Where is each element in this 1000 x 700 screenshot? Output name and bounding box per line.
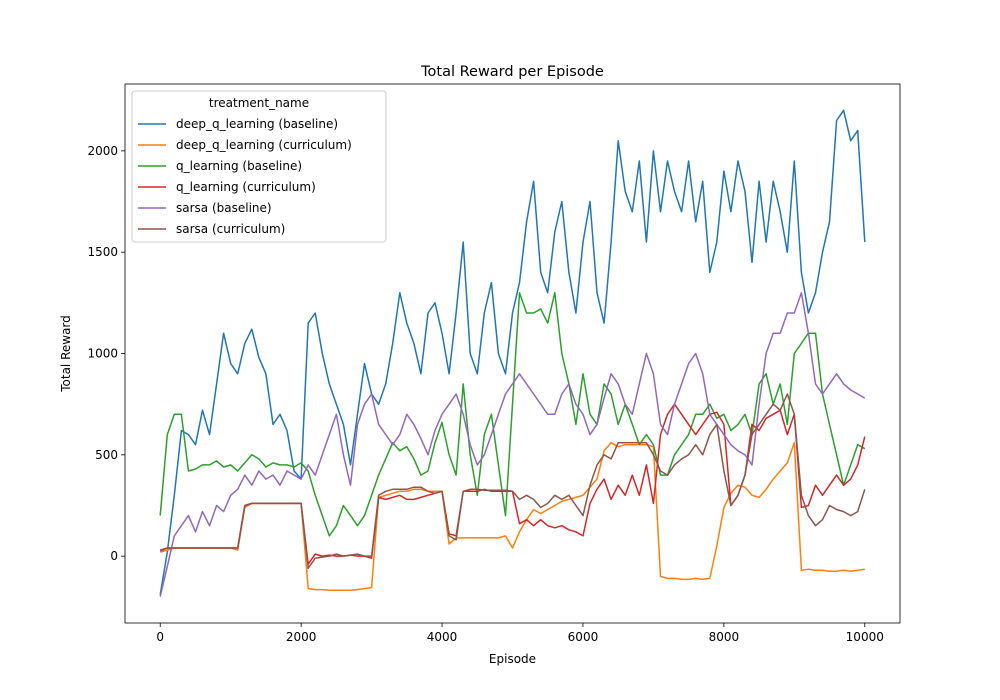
legend-entry: deep_q_learning (curriculum): [176, 138, 352, 152]
legend-entry: sarsa (curriculum): [176, 222, 285, 236]
legend-entry: q_learning (baseline): [176, 159, 302, 173]
legend-box: [131, 90, 387, 243]
y-axis-label: Total Reward: [59, 315, 73, 393]
legend: treatment_name deep_q_learning (baseline…: [131, 90, 387, 243]
y-tick-label: 500: [95, 448, 118, 462]
y-axis: 0 500 1000 1500 2000: [87, 144, 125, 563]
legend-title: treatment_name: [209, 96, 309, 110]
y-tick-label: 0: [110, 549, 118, 563]
chart-title: Total Reward per Episode: [420, 64, 604, 80]
series-line-5: [159, 393, 866, 570]
x-tick-label: 8000: [709, 630, 740, 644]
legend-entry: deep_q_learning (baseline): [176, 117, 338, 131]
y-tick-label: 2000: [87, 144, 118, 158]
y-tick-label: 1000: [87, 347, 118, 361]
x-tick-label: 6000: [568, 630, 599, 644]
x-tick-label: 0: [156, 630, 164, 644]
x-tick-label: 2000: [286, 630, 317, 644]
legend-entry: sarsa (baseline): [176, 201, 272, 215]
x-axis: 0 2000 4000 6000 8000 10000: [156, 623, 884, 644]
series-line-2: [159, 291, 866, 537]
y-tick-label: 1500: [87, 245, 118, 259]
x-axis-label: Episode: [489, 652, 536, 666]
x-tick-label: 4000: [427, 630, 458, 644]
x-tick-label: 10000: [846, 630, 884, 644]
series-layer: [159, 109, 866, 597]
legend-entry: q_learning (curriculum): [176, 180, 316, 194]
series-line-0: [159, 109, 866, 595]
